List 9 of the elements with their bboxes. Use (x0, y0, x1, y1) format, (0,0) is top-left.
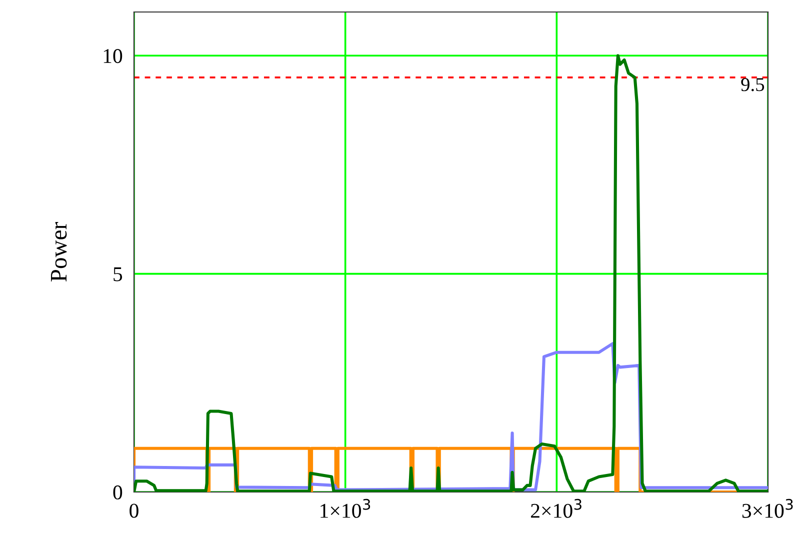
x-tick-label: 2×10$^{3}$ (531, 498, 582, 518)
ref-line-label: 9.5 (741, 78, 764, 92)
y-tick-label: 10 (104, 49, 122, 64)
x-tick-label: 1×10$^{3}$ (320, 498, 370, 518)
y-tick-label: 5 (114, 267, 122, 282)
y-tick-label: 0 (113, 485, 122, 500)
y-axis-title: Power (51, 222, 67, 282)
x-tick-label: 0 (130, 504, 138, 518)
x-tick-label: 3×10$^{3}$ (742, 498, 793, 518)
